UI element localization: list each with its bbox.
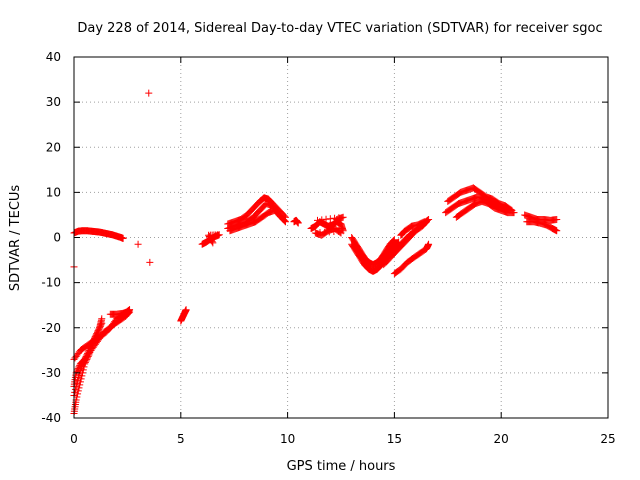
series-arc-n bbox=[314, 213, 347, 224]
data-point bbox=[76, 381, 84, 389]
series-arc-y bbox=[523, 218, 561, 235]
series-arc-f bbox=[70, 227, 127, 242]
data-point bbox=[126, 306, 134, 314]
data-point bbox=[271, 206, 279, 214]
series-arc-m bbox=[307, 218, 347, 239]
y-tick-label: 20 bbox=[46, 140, 61, 154]
data-point bbox=[420, 218, 428, 226]
data-point bbox=[77, 375, 85, 383]
data-point bbox=[74, 366, 82, 374]
x-tick-label: 10 bbox=[280, 432, 295, 446]
data-point bbox=[419, 218, 427, 226]
data-point bbox=[553, 215, 561, 223]
data-point bbox=[74, 390, 82, 398]
data-point bbox=[94, 327, 102, 335]
x-tick-label: 0 bbox=[70, 432, 78, 446]
y-tick-label: -40 bbox=[41, 411, 61, 425]
series-arc-h bbox=[198, 231, 223, 248]
y-tick-label: -30 bbox=[41, 366, 61, 380]
data-point bbox=[71, 388, 79, 396]
series-arc-j bbox=[224, 194, 289, 228]
series-arc-s bbox=[397, 218, 428, 239]
data-point bbox=[337, 229, 345, 237]
data-point bbox=[119, 234, 127, 242]
grid bbox=[74, 57, 608, 418]
data-point bbox=[335, 214, 343, 222]
data-point bbox=[71, 385, 79, 393]
series-arc-k bbox=[226, 206, 279, 235]
series-arc-g bbox=[177, 306, 190, 325]
data-point bbox=[326, 215, 334, 223]
data-point bbox=[209, 239, 217, 247]
data-point bbox=[331, 214, 339, 222]
data-point bbox=[208, 238, 216, 246]
data-point bbox=[182, 306, 190, 314]
data-point bbox=[74, 387, 82, 395]
series-arc-w bbox=[452, 197, 518, 221]
y-axis-label: SDTVAR / TECUs bbox=[8, 185, 23, 292]
x-tick-label: 20 bbox=[494, 432, 509, 446]
x-axis-label: GPS time / hours bbox=[287, 459, 396, 474]
data-point bbox=[336, 228, 344, 236]
data-point bbox=[98, 315, 106, 323]
data-point bbox=[424, 216, 432, 224]
y-tick-label: 10 bbox=[46, 185, 61, 199]
x-tick-label: 25 bbox=[600, 432, 615, 446]
data-point bbox=[93, 328, 101, 336]
data-point bbox=[318, 216, 326, 224]
y-tick-label: -10 bbox=[41, 276, 61, 290]
y-tick-labels: -40 -30 -20 -10 0 10 20 30 40 bbox=[41, 50, 61, 425]
data-point bbox=[281, 213, 289, 221]
axis-ticks bbox=[73, 56, 609, 419]
data-point bbox=[74, 364, 82, 372]
x-tick-labels: 0 5 10 15 20 25 bbox=[70, 432, 615, 446]
series-arc-e bbox=[106, 306, 134, 318]
data-point bbox=[314, 216, 322, 224]
y-tick-label: 0 bbox=[53, 231, 61, 245]
data-point bbox=[389, 237, 397, 245]
data-point bbox=[425, 215, 433, 223]
data-point bbox=[294, 219, 302, 227]
data-point bbox=[73, 367, 81, 375]
data-points bbox=[70, 89, 561, 417]
data-point bbox=[322, 215, 330, 223]
y-tick-label: 40 bbox=[46, 50, 61, 64]
series-arc-d bbox=[70, 308, 134, 363]
chart-title: Day 228 of 2014, Sidereal Day-to-day VTE… bbox=[77, 21, 602, 36]
data-point bbox=[145, 89, 153, 97]
x-tick-label: 15 bbox=[387, 432, 402, 446]
data-point bbox=[75, 363, 83, 371]
data-point bbox=[95, 325, 103, 333]
data-point bbox=[390, 236, 398, 244]
data-point bbox=[75, 384, 83, 392]
series-outliers bbox=[70, 89, 154, 271]
data-point bbox=[146, 258, 154, 266]
y-tick-label: 30 bbox=[46, 95, 61, 109]
data-point bbox=[339, 213, 347, 221]
data-point bbox=[553, 227, 561, 235]
data-point bbox=[425, 240, 433, 248]
data-point bbox=[510, 209, 518, 217]
data-point bbox=[390, 237, 398, 245]
data-point bbox=[73, 393, 81, 401]
data-point bbox=[280, 212, 288, 220]
series-arc-l bbox=[290, 216, 302, 227]
series-arc-t bbox=[390, 240, 433, 278]
y-tick-label: -20 bbox=[41, 321, 61, 335]
x-tick-label: 5 bbox=[177, 432, 185, 446]
data-point bbox=[134, 240, 142, 248]
